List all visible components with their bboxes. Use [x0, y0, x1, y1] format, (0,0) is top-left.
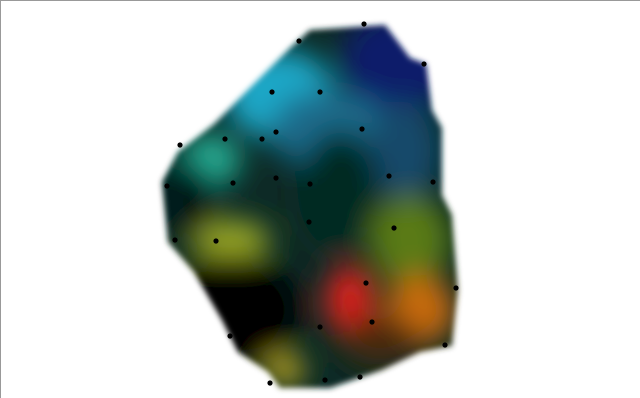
image-view — [0, 0, 640, 398]
screenshot — [0, 0, 640, 398]
